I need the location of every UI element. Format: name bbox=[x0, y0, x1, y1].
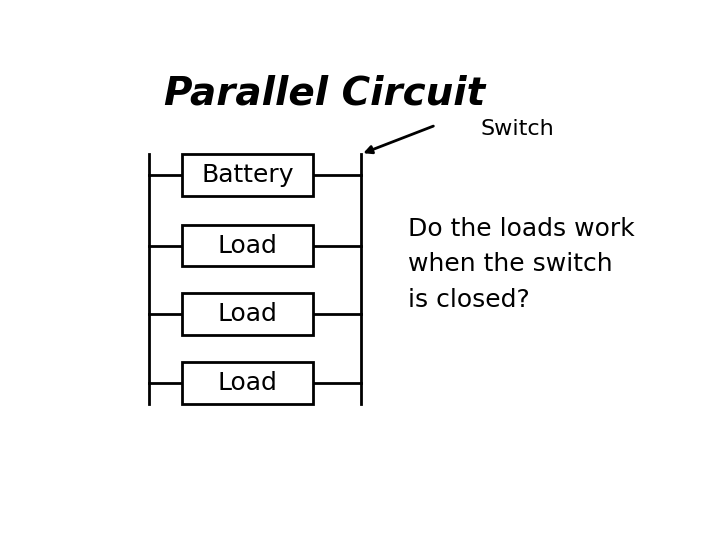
FancyBboxPatch shape bbox=[182, 154, 313, 196]
Text: Battery: Battery bbox=[202, 163, 294, 187]
Text: Load: Load bbox=[217, 371, 278, 395]
Text: Parallel Circuit: Parallel Circuit bbox=[163, 75, 485, 113]
FancyBboxPatch shape bbox=[182, 225, 313, 266]
Text: Do the loads work
when the switch
is closed?: Do the loads work when the switch is clo… bbox=[408, 217, 635, 312]
FancyBboxPatch shape bbox=[182, 293, 313, 335]
FancyBboxPatch shape bbox=[182, 362, 313, 404]
Text: Switch: Switch bbox=[481, 119, 554, 139]
Text: Load: Load bbox=[217, 234, 278, 258]
Text: Load: Load bbox=[217, 302, 278, 326]
